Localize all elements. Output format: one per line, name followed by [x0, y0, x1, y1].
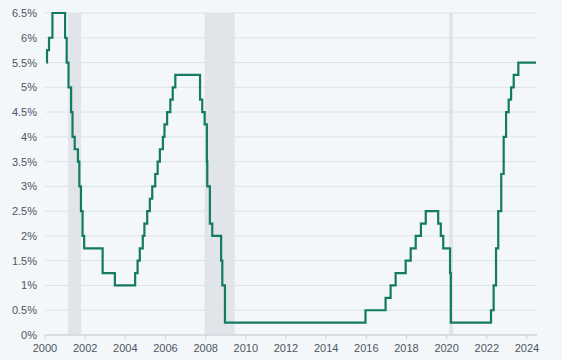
x-tick-label: 2016	[354, 342, 378, 354]
x-tick	[285, 335, 286, 339]
y-tick-label: 2%	[21, 230, 37, 242]
grid-line	[45, 136, 537, 137]
grid-line	[45, 211, 537, 212]
grid-line	[45, 13, 537, 14]
x-tick	[245, 335, 246, 339]
grid-line	[45, 335, 537, 336]
grid-line	[45, 186, 537, 187]
grid-line	[45, 260, 537, 261]
y-tick-label: 1.5%	[12, 255, 37, 267]
x-tick	[486, 335, 487, 339]
y-tick-label: 4.5%	[12, 106, 37, 118]
x-tick-label: 2004	[113, 342, 137, 354]
recession-bands	[68, 13, 453, 335]
x-tick	[85, 335, 86, 339]
y-tick-label: 5%	[21, 81, 37, 93]
series	[47, 13, 536, 323]
x-tick	[45, 335, 46, 339]
y-tick-label: 4%	[21, 131, 37, 143]
x-tick-label: 2012	[274, 342, 298, 354]
x-tick-label: 2014	[314, 342, 338, 354]
y-tick-label: 1%	[21, 279, 37, 291]
x-tick	[526, 335, 527, 339]
x-tick	[366, 335, 367, 339]
x-tick	[326, 335, 327, 339]
x-tick	[165, 335, 166, 339]
chart: 0% 0.5% 1% 1.5% 2% 2.5% 3% 3.5% 4% 4.5% 5% 5.5% 6% 6.…	[0, 0, 562, 360]
grid-line	[45, 161, 537, 162]
x-axis	[45, 335, 537, 336]
y-tick-label: 0.5%	[12, 304, 37, 316]
x-tick	[205, 335, 206, 339]
grid-line	[45, 112, 537, 113]
x-tick-label: 2000	[33, 342, 57, 354]
rate-line	[47, 13, 536, 323]
x-tick-label: 2006	[153, 342, 177, 354]
x-tick-label: 2020	[434, 342, 458, 354]
x-tick-label: 2008	[193, 342, 217, 354]
x-tick-label: 2018	[394, 342, 418, 354]
x-tick-label: 2010	[234, 342, 258, 354]
x-tick	[125, 335, 126, 339]
y-tick-label: 3%	[21, 180, 37, 192]
x-tick-label: 2024	[515, 342, 539, 354]
grid-line	[45, 62, 537, 63]
grid-line	[45, 87, 537, 88]
grid-line	[45, 235, 537, 236]
y-tick-label: 2.5%	[12, 205, 37, 217]
y-tick-label: 6.5%	[12, 7, 37, 19]
y-tick-label: 3.5%	[12, 156, 37, 168]
grid-line	[45, 37, 537, 38]
y-tick-label: 0%	[21, 329, 37, 341]
y-tick-label: 6%	[21, 32, 37, 44]
x-tick	[406, 335, 407, 339]
recession-band	[205, 13, 235, 335]
y-tick-label: 5.5%	[12, 57, 37, 69]
x-tick-label: 2022	[475, 342, 499, 354]
x-tick	[446, 335, 447, 339]
background	[0, 0, 562, 360]
grid-line	[45, 310, 537, 311]
x-tick-label: 2002	[73, 342, 97, 354]
